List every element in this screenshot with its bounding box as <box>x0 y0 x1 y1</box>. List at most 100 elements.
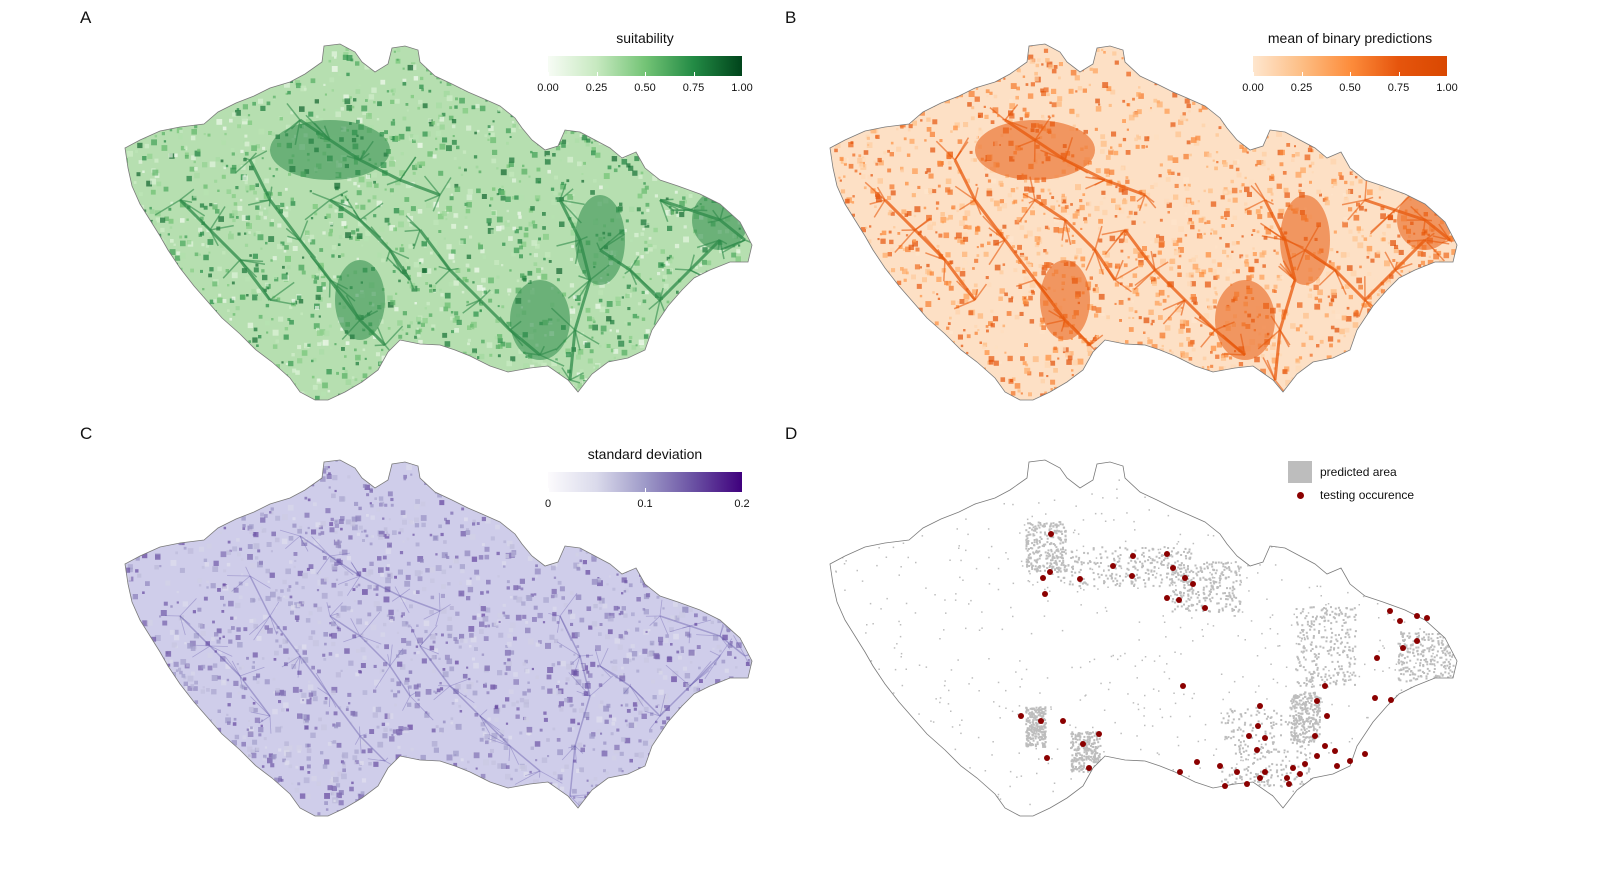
colorbar-suitability <box>548 56 742 76</box>
colorbar-tick-mark <box>1447 72 1448 76</box>
colorbar-tick-label: 0.50 <box>1339 82 1361 94</box>
testing-occurence-point <box>1217 763 1223 769</box>
legend-item-predicted-area: predicted area <box>1288 461 1397 483</box>
testing-occurence-point <box>1047 569 1053 575</box>
legend-item-testing-occurence: testing occurence <box>1288 488 1414 502</box>
colorbar-tick-label: 0.25 <box>585 82 608 94</box>
testing-occurence-point <box>1246 733 1252 739</box>
testing-occurence-point <box>1400 645 1406 651</box>
testing-occurence-point <box>1397 618 1403 624</box>
testing-occurence-point <box>1314 753 1320 759</box>
testing-occurence-point <box>1290 765 1296 771</box>
testing-occurence-point <box>1314 698 1320 704</box>
testing-occurence-point <box>1244 781 1250 787</box>
legend-title-suitability: suitability <box>616 30 674 46</box>
panel-c: C standard deviation 0 0.1 0.2 <box>0 416 805 856</box>
river-texture <box>329 198 412 281</box>
testing-occurence-point <box>1262 735 1268 741</box>
colorbar-tick-label: 0.75 <box>1387 82 1410 94</box>
testing-occurence-point <box>1048 531 1054 537</box>
testing-occurence-point <box>1262 769 1268 775</box>
testing-occurence-point <box>1322 743 1328 749</box>
map-base-fill <box>830 460 1457 816</box>
testing-occurence-points <box>1018 531 1430 789</box>
testing-occurence-point <box>1312 733 1318 739</box>
river-texture <box>178 198 272 301</box>
testing-occurence-point <box>1164 551 1170 557</box>
colorbar-tick-mark <box>645 488 646 492</box>
testing-occurence-point <box>1414 638 1420 644</box>
testing-occurence-point <box>1374 655 1380 661</box>
colorbar-tick-mark <box>548 488 549 492</box>
testing-occurence-point <box>1414 613 1420 619</box>
colorbar-tick-mark <box>1350 72 1351 76</box>
country-border <box>829 43 1458 401</box>
testing-occurence-point <box>1129 573 1135 579</box>
colorbar-tick-mark <box>693 72 695 76</box>
testing-occurence-point <box>1322 683 1328 689</box>
czech-map-suitability <box>124 43 753 401</box>
colorbar-tick-label: 0.50 <box>634 82 656 94</box>
colorbar-tick-mark <box>1301 72 1303 76</box>
czech-map-binary-mean <box>829 43 1458 401</box>
panel-label-a: A <box>80 8 92 27</box>
testing-occurence-point <box>1060 718 1066 724</box>
river-texture <box>329 615 411 697</box>
colorbar-binary-mean <box>1253 56 1447 76</box>
testing-occurence-point <box>1170 565 1176 571</box>
testing-occurence-point <box>1018 713 1024 719</box>
testing-occurence-point <box>1257 703 1263 709</box>
colorbar-tick-label: 0.75 <box>682 82 705 94</box>
colorbar-tick-mark <box>742 488 743 492</box>
testing-occurence-point <box>1372 695 1378 701</box>
testing-occurence-point <box>1334 763 1340 769</box>
colorbar-tick-mark <box>548 72 549 76</box>
colorbar-tick-label: 1.00 <box>1436 82 1458 94</box>
testing-occurence-point <box>1332 748 1338 754</box>
testing-occurence-point <box>1222 783 1228 789</box>
testing-occurence-point <box>1077 576 1083 582</box>
colorbar-tick-mark <box>645 72 646 76</box>
legend-label-testing-occurence: testing occurence <box>1320 488 1415 502</box>
czech-map-predicted-area <box>829 459 1458 817</box>
testing-occurence-point <box>1180 683 1186 689</box>
testing-occurence-point <box>1044 755 1050 761</box>
czech-map-std-deviation <box>124 459 753 817</box>
river-texture <box>559 615 591 797</box>
testing-occurence-point <box>1080 741 1086 747</box>
testing-occurence-point <box>1176 597 1182 603</box>
legend-label-predicted-area: predicted area <box>1320 465 1397 479</box>
testing-occurence-point <box>1234 769 1240 775</box>
testing-occurence-point <box>1362 751 1368 757</box>
testing-occurence-point <box>1086 765 1092 771</box>
testing-occurence-point <box>1130 553 1136 559</box>
colorbar-tick-label: 0.00 <box>537 82 559 94</box>
panel-label-c: C <box>80 424 93 443</box>
testing-occurence-point <box>1254 747 1260 753</box>
river-texture <box>883 198 977 301</box>
testing-occurence-point <box>1110 563 1116 569</box>
testing-occurence-point <box>1286 781 1292 787</box>
testing-occurence-point <box>1164 595 1170 601</box>
colorbar-tick-label: 0.1 <box>637 498 653 510</box>
testing-occurence-point <box>1347 758 1353 764</box>
colorbar-tick-label: 0.2 <box>734 498 750 510</box>
testing-occurence-point <box>1194 759 1200 765</box>
panel-label-d: D <box>785 424 798 443</box>
legend-title-binary-mean: mean of binary predictions <box>1267 30 1433 46</box>
testing-occurence-point <box>1302 761 1308 767</box>
colorbar-tick-mark <box>1253 72 1254 76</box>
river-texture <box>659 615 746 657</box>
river-texture <box>299 535 441 612</box>
testing-occurence-point <box>1042 591 1048 597</box>
panel-a: A suitability 0.00 0.25 0.50 0.75 1.00 <box>0 0 805 420</box>
testing-occurence-point <box>1297 771 1303 777</box>
river-texture <box>249 575 386 762</box>
country-border <box>124 459 753 817</box>
colorbar-tick-mark <box>596 72 598 76</box>
testing-occurence-point <box>1388 697 1394 703</box>
testing-occurence-point <box>1038 718 1044 724</box>
colorbar-tick-label: 1.00 <box>731 82 753 94</box>
panel-label-b: B <box>785 8 797 27</box>
legend-title-std-deviation: standard deviation <box>587 446 703 462</box>
